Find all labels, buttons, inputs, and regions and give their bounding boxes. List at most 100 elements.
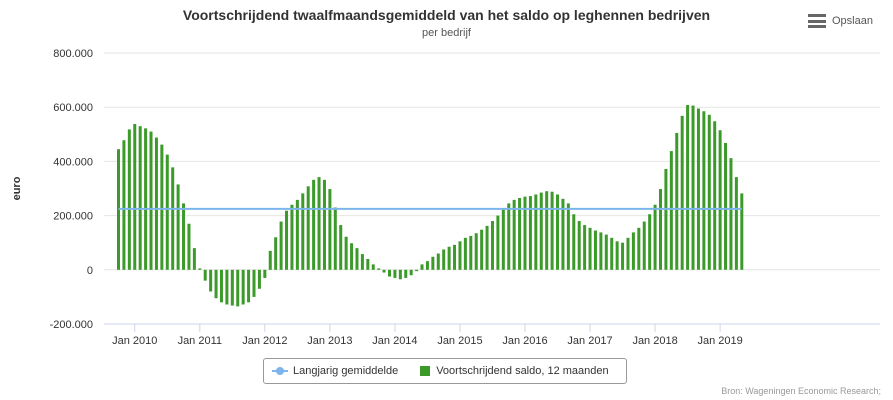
bar[interactable] (144, 128, 148, 270)
bar[interactable] (490, 221, 494, 270)
bar[interactable] (404, 269, 408, 278)
bar[interactable] (328, 189, 332, 270)
bar[interactable] (171, 167, 175, 270)
bar[interactable] (566, 203, 570, 270)
bar[interactable] (539, 192, 543, 270)
bar[interactable] (377, 268, 381, 270)
bar[interactable] (599, 232, 603, 270)
bar[interactable] (653, 204, 657, 270)
bar[interactable] (523, 196, 527, 270)
bar[interactable] (458, 241, 462, 270)
bar[interactable] (572, 214, 576, 270)
bar[interactable] (583, 225, 587, 270)
export-menu-button[interactable]: Opslaan (808, 12, 873, 30)
bar[interactable] (209, 269, 213, 292)
bar[interactable] (534, 194, 538, 270)
bar[interactable] (507, 203, 511, 270)
bar[interactable] (279, 221, 283, 270)
bar[interactable] (154, 137, 158, 270)
bar[interactable] (350, 243, 354, 270)
bar[interactable] (518, 197, 522, 270)
bar[interactable] (637, 227, 641, 270)
bar[interactable] (707, 114, 711, 270)
bar[interactable] (149, 131, 153, 270)
bar[interactable] (604, 234, 608, 270)
bar[interactable] (577, 221, 581, 270)
bar[interactable] (122, 140, 126, 270)
bar[interactable] (474, 233, 478, 270)
bar[interactable] (610, 237, 614, 270)
bar[interactable] (675, 132, 679, 270)
bar[interactable] (480, 229, 484, 270)
bar[interactable] (734, 177, 738, 270)
bar[interactable] (648, 214, 652, 270)
bar[interactable] (496, 215, 500, 270)
bar[interactable] (724, 142, 728, 270)
bar[interactable] (659, 189, 662, 270)
bar[interactable] (528, 196, 532, 270)
bar[interactable] (257, 269, 261, 289)
bar[interactable] (382, 269, 386, 273)
bar[interactable] (165, 154, 169, 270)
bar[interactable] (593, 230, 597, 270)
bar[interactable] (431, 256, 435, 270)
bar[interactable] (696, 108, 700, 270)
bar[interactable] (176, 184, 180, 270)
bar[interactable] (263, 269, 267, 278)
bar[interactable] (312, 179, 316, 270)
bar[interactable] (686, 105, 690, 270)
bar[interactable] (512, 199, 516, 270)
bar[interactable] (615, 241, 619, 270)
bar[interactable] (214, 269, 218, 299)
bar[interactable] (409, 269, 413, 276)
bar[interactable] (192, 248, 196, 270)
bar[interactable] (740, 193, 744, 270)
bar[interactable] (664, 168, 668, 270)
bar[interactable] (702, 111, 706, 270)
bar[interactable] (252, 269, 256, 297)
bar[interactable] (631, 232, 635, 270)
bar[interactable] (219, 269, 223, 303)
bar[interactable] (463, 237, 467, 270)
bar[interactable] (545, 191, 549, 270)
bar[interactable] (626, 237, 630, 270)
bar[interactable] (469, 235, 473, 270)
bar[interactable] (642, 221, 646, 270)
bar[interactable] (339, 225, 343, 270)
bar[interactable] (230, 269, 234, 306)
bar[interactable] (268, 250, 272, 270)
bar[interactable] (680, 115, 684, 270)
bar[interactable] (447, 246, 451, 270)
bar[interactable] (621, 242, 625, 270)
bar[interactable] (360, 254, 364, 270)
bar[interactable] (393, 269, 397, 278)
bar[interactable] (718, 130, 722, 270)
bar[interactable] (550, 191, 554, 270)
bar[interactable] (442, 249, 446, 270)
bar[interactable] (236, 269, 240, 307)
bar[interactable] (669, 151, 673, 270)
bar[interactable] (182, 203, 186, 270)
bar[interactable] (453, 244, 457, 270)
bar[interactable] (371, 264, 375, 270)
bar[interactable] (203, 269, 207, 281)
bar[interactable] (420, 264, 424, 270)
bar[interactable] (247, 269, 251, 303)
bar[interactable] (713, 121, 717, 270)
bar[interactable] (366, 258, 370, 270)
bar[interactable] (225, 269, 229, 305)
bar[interactable] (415, 269, 419, 272)
bar[interactable] (425, 261, 429, 270)
bar[interactable] (388, 269, 391, 277)
bar[interactable] (301, 193, 305, 270)
bar[interactable] (198, 268, 202, 270)
bar[interactable] (160, 144, 164, 270)
bar[interactable] (691, 105, 695, 270)
bar[interactable] (729, 158, 733, 270)
bar[interactable] (333, 207, 337, 270)
bar[interactable] (187, 223, 191, 270)
bar[interactable] (306, 186, 310, 270)
bar[interactable] (241, 269, 245, 305)
bar[interactable] (133, 124, 137, 270)
bar[interactable] (138, 126, 142, 270)
